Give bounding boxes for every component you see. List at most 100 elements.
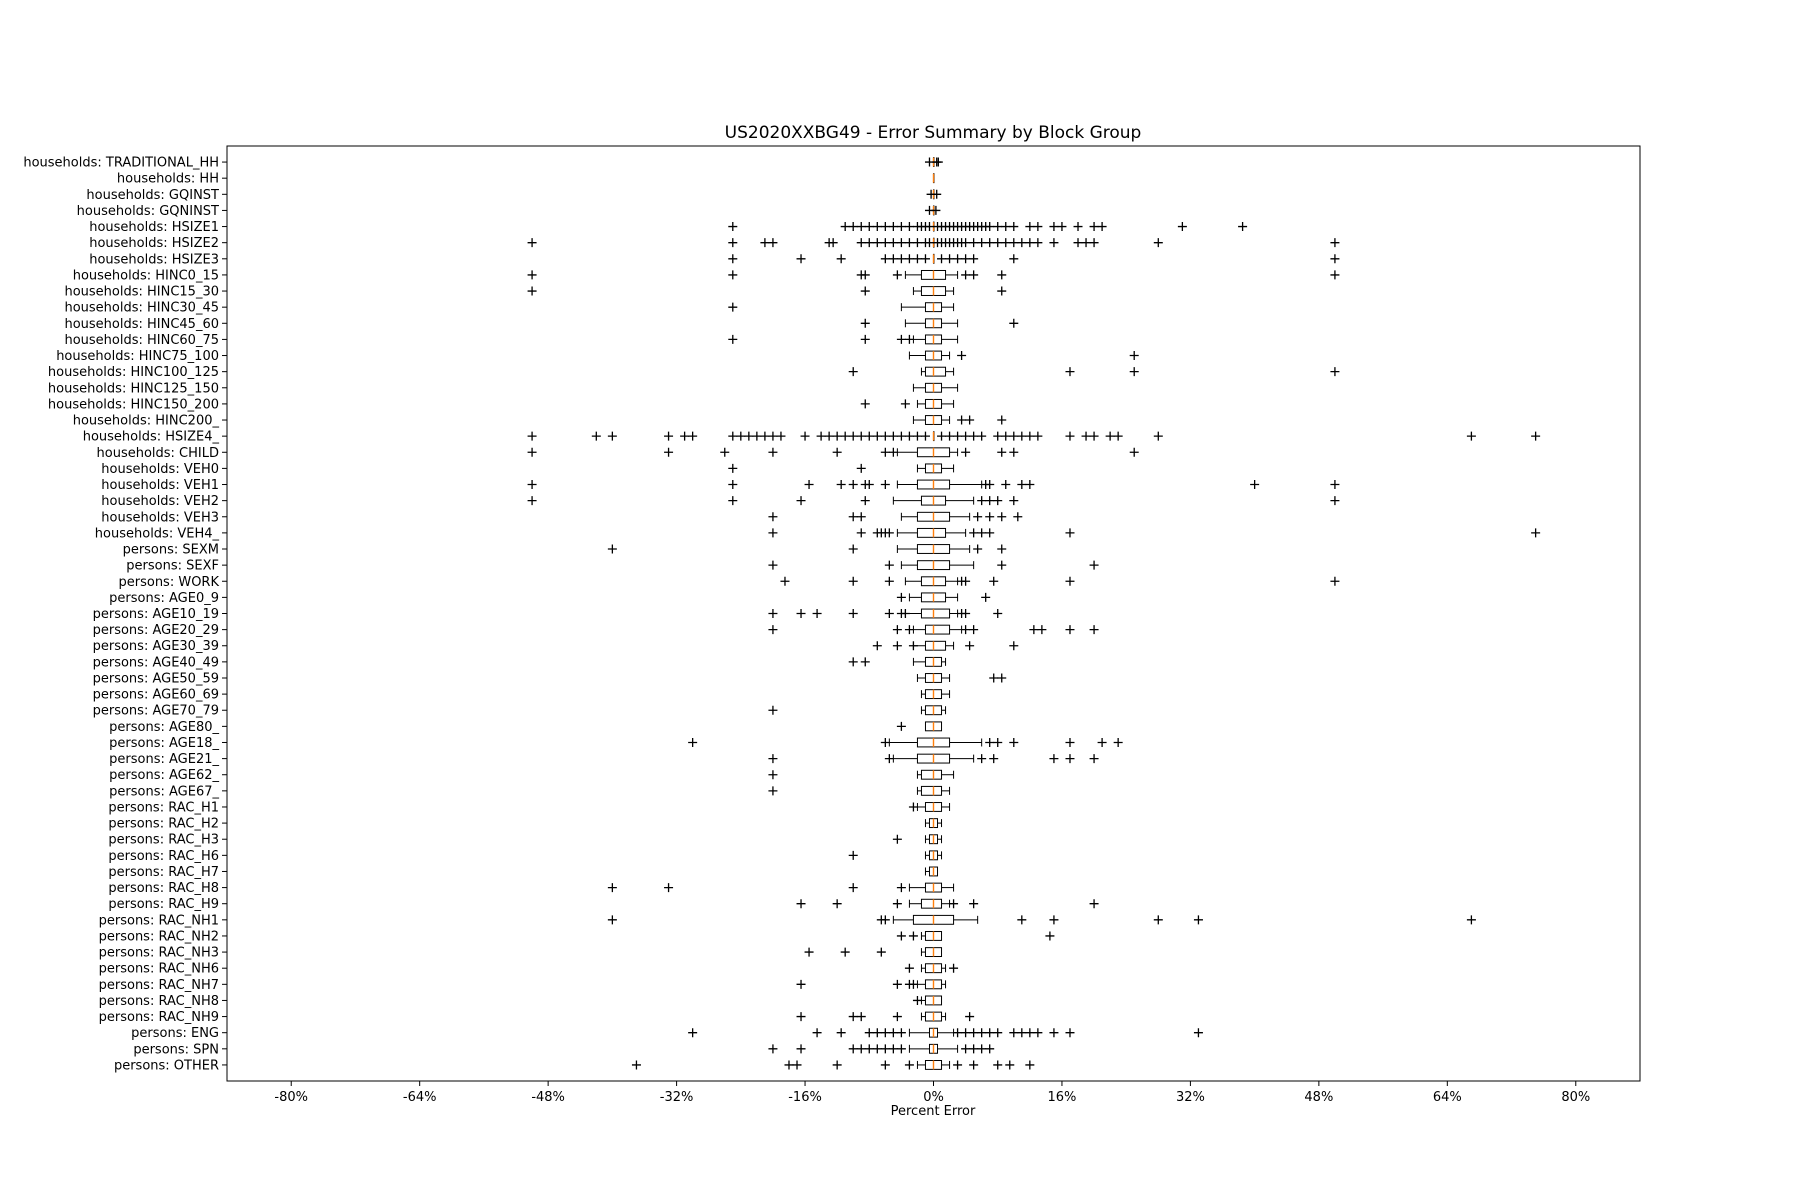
outlier-point bbox=[1013, 512, 1023, 522]
outlier-point bbox=[908, 641, 918, 651]
outlier-point bbox=[607, 915, 617, 925]
outlier-point bbox=[989, 754, 999, 764]
outlier-point bbox=[932, 189, 942, 199]
y-tick-label: persons: AGE18_ bbox=[109, 736, 219, 751]
y-tick-label: persons: AGE0_9 bbox=[109, 591, 219, 606]
outlier-point bbox=[728, 334, 738, 344]
outlier-point bbox=[860, 399, 870, 409]
outlier-point bbox=[969, 625, 979, 635]
outlier-point bbox=[768, 705, 778, 715]
outlier-point bbox=[527, 480, 537, 490]
outlier-point bbox=[908, 979, 918, 989]
outlier-point bbox=[872, 641, 882, 651]
outlier-point bbox=[896, 883, 906, 893]
outlier-point bbox=[961, 447, 971, 457]
outlier-point bbox=[1129, 367, 1139, 377]
y-tick-label: persons: RAC_NH2 bbox=[99, 929, 219, 944]
outlier-point bbox=[1113, 737, 1123, 747]
outlier-point bbox=[860, 270, 870, 280]
outlier-point bbox=[860, 657, 870, 667]
outlier-point bbox=[872, 431, 882, 441]
outlier-point bbox=[1177, 222, 1187, 232]
outlier-point bbox=[1193, 1028, 1203, 1038]
y-tick-label: households: HINC45_60 bbox=[64, 317, 219, 332]
outlier-point bbox=[892, 641, 902, 651]
y-tick-label: households: CHILD bbox=[97, 446, 219, 461]
outlier-point bbox=[977, 496, 987, 506]
outlier-point bbox=[900, 399, 910, 409]
outlier-point bbox=[1153, 431, 1163, 441]
y-tick-label: persons: RAC_NH6 bbox=[99, 962, 219, 977]
outlier-point bbox=[961, 609, 971, 618]
outlier-point bbox=[856, 528, 866, 538]
outlier-point bbox=[1250, 480, 1260, 490]
y-tick-label: persons: RAC_NH1 bbox=[99, 913, 219, 928]
outlier-point bbox=[848, 1044, 858, 1054]
outlier-point bbox=[908, 802, 918, 812]
outlier-point bbox=[888, 238, 898, 248]
outlier-point bbox=[1113, 431, 1123, 441]
outlier-point bbox=[1073, 238, 1083, 248]
outlier-point bbox=[977, 754, 987, 764]
outlier-point bbox=[1025, 480, 1035, 490]
outlier-point bbox=[796, 1012, 806, 1022]
outlier-point bbox=[961, 1028, 971, 1038]
outlier-point bbox=[997, 415, 1007, 425]
y-tick-label: persons: AGE67_ bbox=[109, 784, 219, 799]
outlier-point bbox=[896, 1028, 906, 1038]
outlier-point bbox=[985, 528, 995, 538]
outlier-point bbox=[965, 415, 975, 425]
outlier-point bbox=[993, 609, 1003, 618]
outlier-point bbox=[977, 431, 987, 441]
outlier-point bbox=[1097, 222, 1107, 232]
outlier-point bbox=[1049, 915, 1059, 925]
outlier-point bbox=[1065, 576, 1075, 586]
outlier-point bbox=[1089, 560, 1099, 570]
y-tick-label: households: TRADITIONAL_HH bbox=[23, 156, 219, 171]
outlier-point bbox=[949, 899, 959, 909]
outlier-point bbox=[880, 737, 890, 747]
outlier-point bbox=[1105, 431, 1115, 441]
x-tick-label: 48% bbox=[1304, 1090, 1333, 1105]
outlier-point bbox=[860, 334, 870, 344]
outlier-point bbox=[957, 351, 967, 361]
outlier-point bbox=[880, 1028, 890, 1038]
outlier-point bbox=[1017, 1028, 1027, 1038]
outlier-point bbox=[1049, 1028, 1059, 1038]
outlier-point bbox=[768, 609, 778, 618]
outlier-point bbox=[1531, 528, 1541, 538]
outlier-point bbox=[896, 238, 906, 248]
outlier-point bbox=[985, 1028, 995, 1038]
y-tick-label: households: HINC15_30 bbox=[64, 285, 219, 300]
outlier-point bbox=[888, 254, 898, 264]
box bbox=[920, 608, 951, 619]
y-tick-label: persons: SPN bbox=[133, 1042, 219, 1057]
x-tick-label: 32% bbox=[1176, 1090, 1205, 1105]
outlier-point bbox=[892, 834, 902, 844]
outlier-point bbox=[1025, 222, 1035, 232]
outlier-point bbox=[1001, 431, 1011, 441]
outlier-point bbox=[961, 238, 971, 248]
outlier-point bbox=[856, 222, 866, 232]
y-tick-label: persons: RAC_NH8 bbox=[99, 994, 219, 1009]
y-tick-label: persons: SEXF bbox=[126, 559, 219, 574]
y-tick-label: households: HINC30_45 bbox=[64, 301, 219, 316]
outlier-point bbox=[969, 238, 979, 248]
outlier-point bbox=[527, 238, 537, 248]
y-tick-label: households: VEH2 bbox=[101, 494, 219, 509]
plot-area: -80% -64% -48% -32% -16% 0% 16% 32% 48% 64% 80% hou… bbox=[23, 145, 1641, 1105]
outlier-point bbox=[848, 544, 858, 554]
outlier-point bbox=[957, 415, 967, 425]
outlier-point bbox=[664, 431, 674, 441]
outlier-point bbox=[1129, 447, 1139, 457]
y-tick-label: persons: RAC_NH7 bbox=[99, 978, 219, 993]
outlier-point bbox=[776, 431, 786, 441]
outlier-point bbox=[892, 979, 902, 989]
outlier-point bbox=[896, 334, 906, 344]
outlier-point bbox=[1089, 222, 1099, 232]
outlier-point bbox=[993, 496, 1003, 506]
outlier-point bbox=[880, 480, 890, 490]
outlier-point bbox=[832, 899, 842, 909]
outlier-point bbox=[993, 737, 1003, 747]
outlier-point bbox=[985, 737, 995, 747]
